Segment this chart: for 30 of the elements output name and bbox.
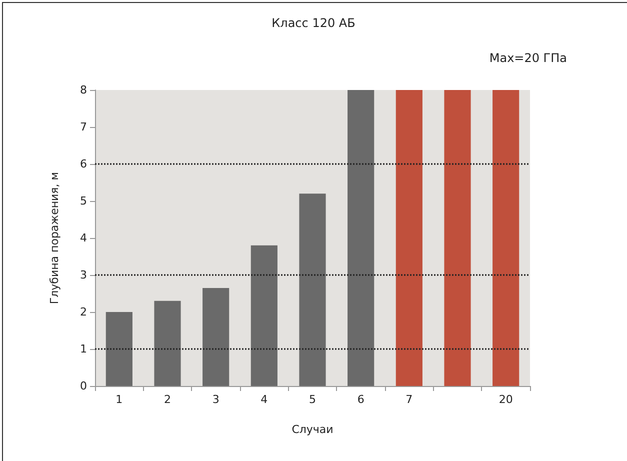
bar xyxy=(396,90,422,386)
y-tick-label: 3 xyxy=(80,268,87,282)
x-tick-label: 5 xyxy=(309,393,316,406)
bar xyxy=(202,288,230,386)
bar xyxy=(154,300,181,386)
bar xyxy=(250,245,278,386)
x-tick-label: 4 xyxy=(260,393,268,406)
x-tick-label: 7 xyxy=(406,393,413,406)
x-tick-label: 20 xyxy=(498,393,513,406)
y-tick-label: 4 xyxy=(80,232,87,244)
y-axis-title: Глубина поражения, м xyxy=(48,172,61,304)
y-tick-label: 8 xyxy=(80,84,87,96)
x-tick-label: 1 xyxy=(116,393,123,406)
bar xyxy=(444,90,471,386)
y-tick-label: 7 xyxy=(80,120,87,134)
x-axis-title: Случаи xyxy=(292,423,334,436)
x-tick-label: 2 xyxy=(164,393,171,406)
y-tick-label: 1 xyxy=(80,342,87,356)
y-tick-label: 0 xyxy=(80,380,87,392)
y-tick-label: 2 xyxy=(80,306,87,318)
x-tick-label: 6 xyxy=(357,393,364,406)
bar xyxy=(348,90,374,386)
y-tick-label: 6 xyxy=(80,158,87,170)
bar xyxy=(492,90,520,386)
bar xyxy=(106,312,132,386)
y-tick-label: 5 xyxy=(80,194,87,208)
chart-title: Класс 120 АБ xyxy=(272,16,356,30)
x-tick-label: 3 xyxy=(212,393,220,406)
bar xyxy=(299,194,326,386)
text: Max=20 ГПа xyxy=(489,51,568,65)
